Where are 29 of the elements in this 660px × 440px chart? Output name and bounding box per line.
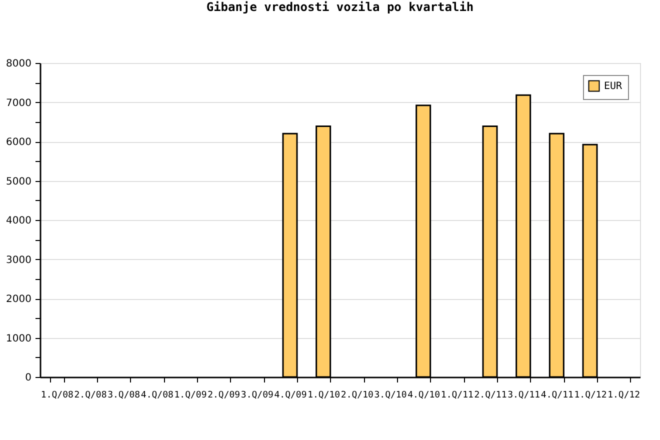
x-tick-label: 2.Q/11 [474, 390, 507, 400]
y-tick-label: 7000 [6, 98, 32, 109]
x-tick-label: 3.Q/10 [374, 390, 407, 400]
x-tick-label: 4.Q/10 [408, 390, 440, 400]
x-tick-label: 3.Q/08 [108, 390, 140, 400]
legend-label: EUR [604, 81, 624, 92]
y-tick-label: 8000 [6, 58, 32, 70]
y-tick-label: 3000 [6, 254, 32, 266]
x-tick-label: 4.Q/11 [540, 390, 574, 400]
x-tick-label: 1.Q/11 [440, 390, 474, 400]
x-tick-label: 1.Q/08 [40, 390, 74, 400]
x-tick-label: 4.Q/09 [274, 390, 307, 400]
y-tick-label: 2000 [6, 294, 32, 305]
x-tick-label: 1.Q/12 [574, 390, 607, 400]
y-tick-label: 5000 [6, 176, 32, 188]
x-tick-label: 4.Q/08 [140, 390, 174, 400]
x-tick-label: 2.Q/08 [74, 390, 107, 400]
y-tick-label: 0 [25, 372, 32, 384]
y-tick-label: 1000 [6, 333, 32, 344]
x-tick-label: 3.Q/09 [240, 390, 274, 400]
x-tick-label: 1.Q/12 [608, 390, 640, 400]
y-tick-label: 4000 [6, 216, 32, 226]
x-tick-label: 2.Q/10 [340, 390, 374, 400]
x-tick-label: 1.Q/09 [174, 390, 207, 400]
y-tick-label: 6000 [6, 137, 32, 148]
x-tick-label: 2.Q/09 [208, 390, 240, 400]
x-tick-label: 3.Q/11 [508, 390, 540, 400]
x-tick-label: 1.Q/10 [308, 390, 340, 400]
chart-title: Gibanje vrednosti vozila po kvartalih [206, 0, 474, 14]
